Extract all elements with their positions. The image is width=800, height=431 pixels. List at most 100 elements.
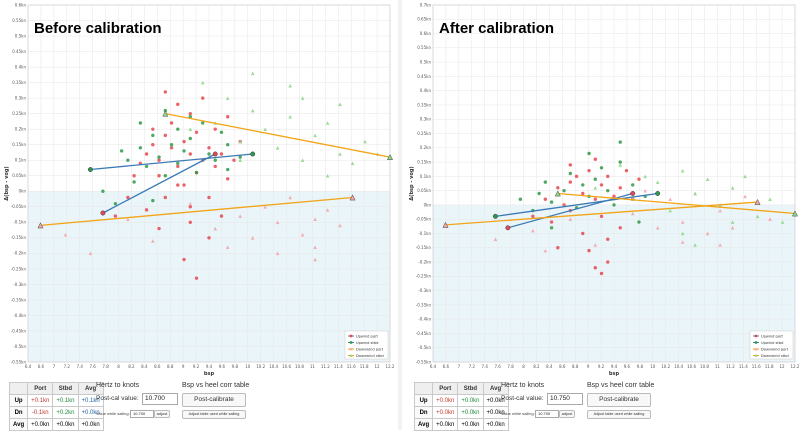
data-point: [543, 180, 548, 184]
x-tick-label: 7: [458, 364, 461, 369]
legend-swatch-marker: [349, 334, 353, 338]
post-cal-label: Post-cal value:: [501, 395, 544, 402]
y-tick-label: 0.35kn: [417, 102, 431, 107]
x-tick-label: 8.6: [154, 364, 161, 369]
sailing-value-input[interactable]: 10.700: [535, 410, 559, 418]
y-tick-label: -0.35kn: [11, 297, 27, 302]
stats-table: Port Stbd Avg Up +0.0kn +0.0kn +0.0kn Dn…: [413, 382, 509, 431]
data-point: [568, 163, 573, 167]
y-tick-label: 0kn: [424, 202, 432, 207]
data-point: [144, 152, 149, 156]
x-tick-label: 11: [715, 364, 721, 369]
data-point: [637, 177, 641, 181]
data-point: [606, 237, 610, 241]
data-point: [606, 174, 610, 179]
post-calibrate-button[interactable]: Post-calibrate: [587, 393, 651, 407]
data-point: [250, 71, 255, 76]
y-tick-label: 0.45kn: [417, 74, 431, 79]
post-cal-label: Post-cal value:: [96, 395, 139, 402]
data-point: [606, 188, 610, 193]
x-tick-label: 12: [375, 364, 381, 369]
y-tick-label: -0.2kn: [418, 259, 431, 264]
data-point: [188, 152, 192, 156]
data-point: [562, 188, 566, 193]
stats-cell: +0.0kn: [27, 418, 54, 431]
stats-cell: +0.0kn: [482, 418, 509, 431]
post-cal-value-input[interactable]: 10.750: [547, 393, 583, 405]
x-tick-label: 11.2: [726, 364, 735, 369]
data-point: [169, 121, 174, 125]
data-point: [593, 266, 597, 270]
stats-header-stbd: Stbd: [52, 382, 79, 395]
data-point: [531, 228, 535, 233]
y-axis-label: Δ(bsp - vog): [409, 166, 415, 200]
stats-row-label: Avg: [8, 418, 29, 431]
data-point: [587, 151, 591, 156]
data-point: [151, 142, 155, 147]
data-point: [238, 158, 243, 163]
legend-label: Upwind port: [761, 334, 784, 338]
adjust-table-button[interactable]: Adjust table used while sailing: [182, 410, 246, 419]
x-tick-label: 11.6: [752, 364, 761, 369]
data-point: [207, 146, 211, 150]
data-point: [587, 168, 591, 173]
y-tick-label: 0.35kn: [12, 80, 26, 85]
data-point: [493, 237, 498, 241]
data-point: [288, 195, 292, 200]
y-tick-label: 0.2kn: [15, 127, 27, 132]
y-tick-label: 0.2kn: [420, 145, 432, 150]
data-point: [219, 214, 224, 218]
data-point: [188, 127, 193, 131]
y-tick-label: 0.3kn: [15, 96, 27, 101]
data-point: [213, 158, 217, 162]
data-point: [363, 139, 367, 144]
data-point: [169, 142, 174, 147]
legend-label: Downwind port: [356, 347, 384, 351]
trend-line: [557, 192, 796, 215]
adjust-table-button[interactable]: Adjust table used while sailing: [587, 410, 651, 419]
data-point: [325, 173, 330, 178]
data-point: [194, 170, 199, 175]
trend-endpoint: [505, 225, 511, 231]
data-point: [313, 257, 317, 262]
y-tick-label: 0.05kn: [417, 188, 431, 193]
y-tick-label: -0.05kn: [416, 217, 432, 222]
sailing-value-label: Value while sailing:: [96, 411, 130, 416]
data-point: [743, 174, 747, 179]
data-point: [631, 183, 635, 187]
x-tick-label: 9.2: [193, 364, 200, 369]
data-point: [126, 217, 130, 221]
legend-label: Downwind stbd: [761, 354, 789, 358]
y-tick-label: -0.25kn: [11, 266, 27, 271]
x-tick-label: 11.8: [360, 364, 369, 369]
y-tick-label: -0.3kn: [13, 282, 26, 287]
trend-endpoint: [386, 153, 394, 160]
data-point: [207, 195, 211, 200]
data-point: [188, 205, 192, 209]
stats-row-label: Avg: [413, 418, 434, 431]
data-point: [226, 177, 230, 181]
data-point: [556, 246, 560, 250]
data-point: [549, 220, 554, 224]
stats-row-label: Up: [8, 394, 29, 407]
data-point: [157, 158, 161, 162]
x-tick-label: 10.8: [295, 364, 304, 369]
data-point: [300, 232, 305, 237]
data-point: [219, 130, 224, 134]
stats-cell: +0.0kn: [432, 394, 459, 407]
data-point: [593, 157, 597, 161]
data-point: [531, 214, 535, 219]
sailing-value-input[interactable]: 10.700: [130, 410, 154, 418]
y-tick-label: 0.15kn: [417, 159, 431, 164]
x-tick-label: 10: [650, 364, 656, 369]
adjust-button[interactable]: adjust: [559, 410, 575, 418]
y-tick-label: -0.1kn: [418, 231, 431, 236]
y-tick-label: 0.6kn: [420, 31, 432, 36]
data-point: [207, 236, 211, 240]
x-tick-label: 6.4: [430, 364, 437, 369]
adjust-button[interactable]: adjust: [154, 410, 170, 418]
stats-cell: +0.0kn: [432, 406, 459, 419]
x-tick-label: 9.6: [219, 364, 226, 369]
post-calibrate-button[interactable]: Post-calibrate: [182, 393, 246, 407]
post-cal-value-input[interactable]: 10.700: [142, 393, 178, 405]
